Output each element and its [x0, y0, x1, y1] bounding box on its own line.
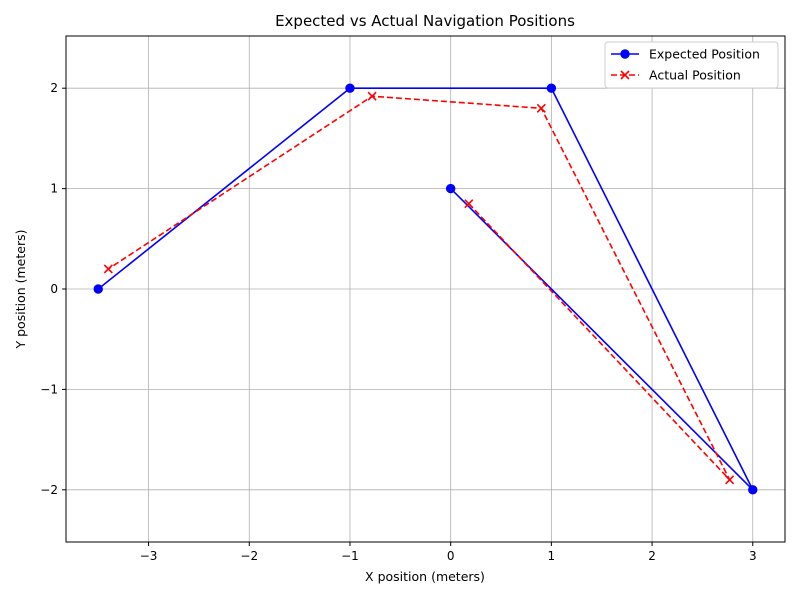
legend-entry-expected-position: Expected Position — [611, 47, 760, 62]
data-point-expected-position — [546, 83, 557, 93]
y-axis-label: Y position (meters) — [13, 230, 28, 350]
data-point-actual-position — [464, 199, 474, 209]
y-tick-label: 2 — [50, 81, 58, 95]
data-point-actual-position — [367, 91, 377, 101]
legend: Expected Position Actual Position — [604, 41, 779, 89]
data-point-actual-position — [103, 264, 113, 274]
grid — [66, 36, 785, 542]
series-actual-position — [103, 91, 735, 485]
y-tick-label: −1 — [40, 382, 58, 396]
legend-label-actual-position: Actual Position — [649, 68, 741, 83]
x-tick-label: −1 — [341, 549, 359, 563]
series-expected-position — [93, 83, 758, 495]
data-point-expected-position — [93, 284, 103, 294]
x-tick-label: 1 — [548, 549, 556, 563]
data-point-expected-position — [445, 183, 456, 194]
x-axis-ticks: −3 −2 −1 0 1 2 3 — [140, 542, 757, 563]
x-tick-label: 2 — [648, 549, 656, 563]
series-line-actual-position — [107, 95, 731, 481]
legend-entry-actual-position: Actual Position — [611, 68, 741, 83]
x-tick-label: 3 — [749, 549, 757, 563]
data-point-expected-position — [748, 485, 758, 495]
y-tick-label: 0 — [50, 282, 58, 296]
plot-series — [93, 83, 758, 495]
legend-marker-actual-position — [620, 70, 630, 80]
data-point-actual-position — [725, 475, 735, 485]
x-axis-label: X position (meters) — [365, 569, 485, 584]
legend-box — [604, 41, 779, 89]
legend-label-expected-position: Expected Position — [649, 47, 760, 62]
data-point-actual-position — [536, 103, 546, 113]
x-tick-label: 0 — [447, 549, 455, 563]
x-tick-label: −2 — [240, 549, 258, 563]
data-point-expected-position — [345, 83, 355, 93]
x-tick-label: −3 — [140, 549, 158, 563]
y-tick-label: −2 — [40, 483, 58, 497]
chart-title: Expected vs Actual Navigation Positions — [275, 12, 575, 30]
y-tick-label: 1 — [50, 182, 58, 196]
legend-marker-expected-position — [620, 49, 630, 59]
y-axis-ticks: −2 −1 0 1 2 — [40, 81, 66, 497]
